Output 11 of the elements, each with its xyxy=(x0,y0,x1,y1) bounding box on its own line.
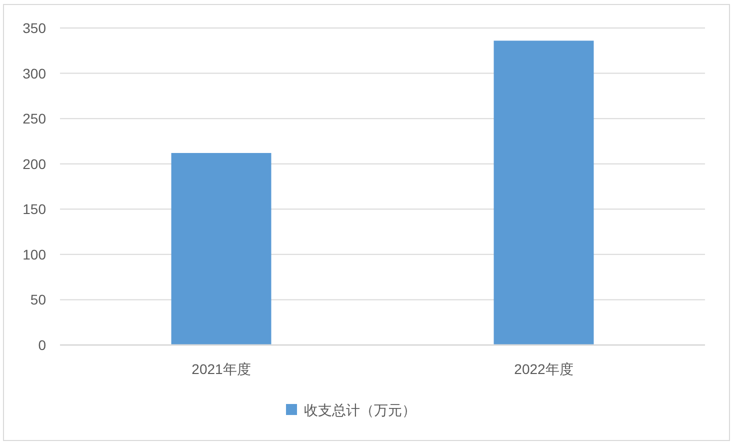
y-tick-label: 50 xyxy=(30,292,46,308)
y-tick-label: 250 xyxy=(22,110,46,127)
legend-label: 收支总计（万元） xyxy=(304,402,416,418)
x-tick-label: 2022年度 xyxy=(514,361,574,377)
y-tick-label: 350 xyxy=(22,20,46,36)
y-tick-label: 300 xyxy=(22,65,46,82)
y-tick-label: 100 xyxy=(22,246,46,262)
y-tick-label: 150 xyxy=(22,201,46,218)
y-tick-label: 0 xyxy=(38,337,46,353)
x-tick-label: 2021年度 xyxy=(192,361,251,377)
y-tick-label: 200 xyxy=(22,156,46,172)
